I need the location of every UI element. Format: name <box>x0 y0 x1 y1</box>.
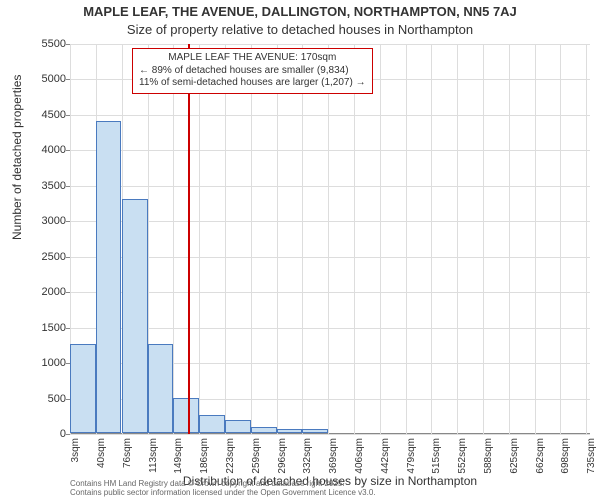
gridline-v <box>457 44 458 434</box>
histogram-bar <box>96 121 121 433</box>
ytick-label: 5500 <box>26 38 66 50</box>
gridline-v <box>354 44 355 434</box>
xtick-label: 735sqm <box>586 438 597 478</box>
xtick-label: 3sqm <box>70 438 81 478</box>
gridline-v <box>535 44 536 434</box>
ytick-label: 3500 <box>26 180 66 192</box>
ytick-label: 2000 <box>26 286 66 298</box>
histogram-bar <box>70 344 96 433</box>
y-axis-label: Number of detached properties <box>10 75 24 240</box>
xtick-label: 625sqm <box>509 438 520 478</box>
histogram-bar <box>173 398 199 433</box>
gridline-v <box>199 44 200 434</box>
xtick-label: 515sqm <box>431 438 442 478</box>
gridline-v <box>328 44 329 434</box>
gridline-v <box>586 44 587 434</box>
ytick-label: 500 <box>26 393 66 405</box>
histogram-bar <box>199 415 225 433</box>
histogram-bar <box>225 420 250 433</box>
gridline-v <box>483 44 484 434</box>
xtick-label: 552sqm <box>457 438 468 478</box>
gridline-v <box>509 44 510 434</box>
gridline-v <box>380 44 381 434</box>
ytick-label: 4500 <box>26 109 66 121</box>
reference-line <box>188 44 190 434</box>
ytick-label: 2500 <box>26 251 66 263</box>
annotation-box: MAPLE LEAF THE AVENUE: 170sqm← 89% of de… <box>132 48 373 94</box>
xtick-label: 186sqm <box>199 438 210 478</box>
xtick-label: 588sqm <box>483 438 494 478</box>
gridline-v <box>251 44 252 434</box>
histogram-bar <box>302 429 328 433</box>
histogram-bar <box>122 199 148 433</box>
xtick-label: 332sqm <box>302 438 313 478</box>
xtick-label: 113sqm <box>148 438 159 478</box>
xtick-label: 442sqm <box>380 438 391 478</box>
xtick-label: 662sqm <box>535 438 546 478</box>
gridline-v <box>560 44 561 434</box>
gridline-v <box>406 44 407 434</box>
xtick-label: 698sqm <box>560 438 571 478</box>
footer-line2: Contains public sector information licen… <box>70 489 376 498</box>
gridline-v <box>225 44 226 434</box>
gridline-v <box>431 44 432 434</box>
ytick-label: 5000 <box>26 73 66 85</box>
xtick-label: 406sqm <box>354 438 365 478</box>
xtick-label: 76sqm <box>122 438 133 478</box>
histogram-bar <box>148 344 173 433</box>
xtick-label: 40sqm <box>96 438 107 478</box>
ytick-label: 1000 <box>26 357 66 369</box>
xtick-label: 479sqm <box>406 438 417 478</box>
xtick-label: 149sqm <box>173 438 184 478</box>
gridline-v <box>173 44 174 434</box>
ytick-mark <box>66 434 70 435</box>
ytick-label: 3000 <box>26 215 66 227</box>
annotation-line1: MAPLE LEAF THE AVENUE: 170sqm <box>139 52 366 65</box>
gridline-v <box>277 44 278 434</box>
footer-attribution: Contains HM Land Registry data © Crown c… <box>70 480 376 498</box>
chart-title-line1: MAPLE LEAF, THE AVENUE, DALLINGTON, NORT… <box>0 4 600 19</box>
ytick-label: 1500 <box>26 322 66 334</box>
ytick-label: 0 <box>26 428 66 440</box>
plot-area <box>70 44 590 434</box>
annotation-line3: 11% of semi-detached houses are larger (… <box>139 77 366 90</box>
gridline-v <box>302 44 303 434</box>
histogram-bar <box>277 429 302 433</box>
xtick-label: 259sqm <box>251 438 262 478</box>
gridline-h <box>70 434 590 435</box>
xtick-label: 223sqm <box>225 438 236 478</box>
xtick-label: 296sqm <box>277 438 288 478</box>
annotation-line2: ← 89% of detached houses are smaller (9,… <box>139 65 366 78</box>
xtick-label: 369sqm <box>328 438 339 478</box>
ytick-label: 4000 <box>26 144 66 156</box>
histogram-bar <box>251 427 277 433</box>
chart-title-line2: Size of property relative to detached ho… <box>0 22 600 37</box>
